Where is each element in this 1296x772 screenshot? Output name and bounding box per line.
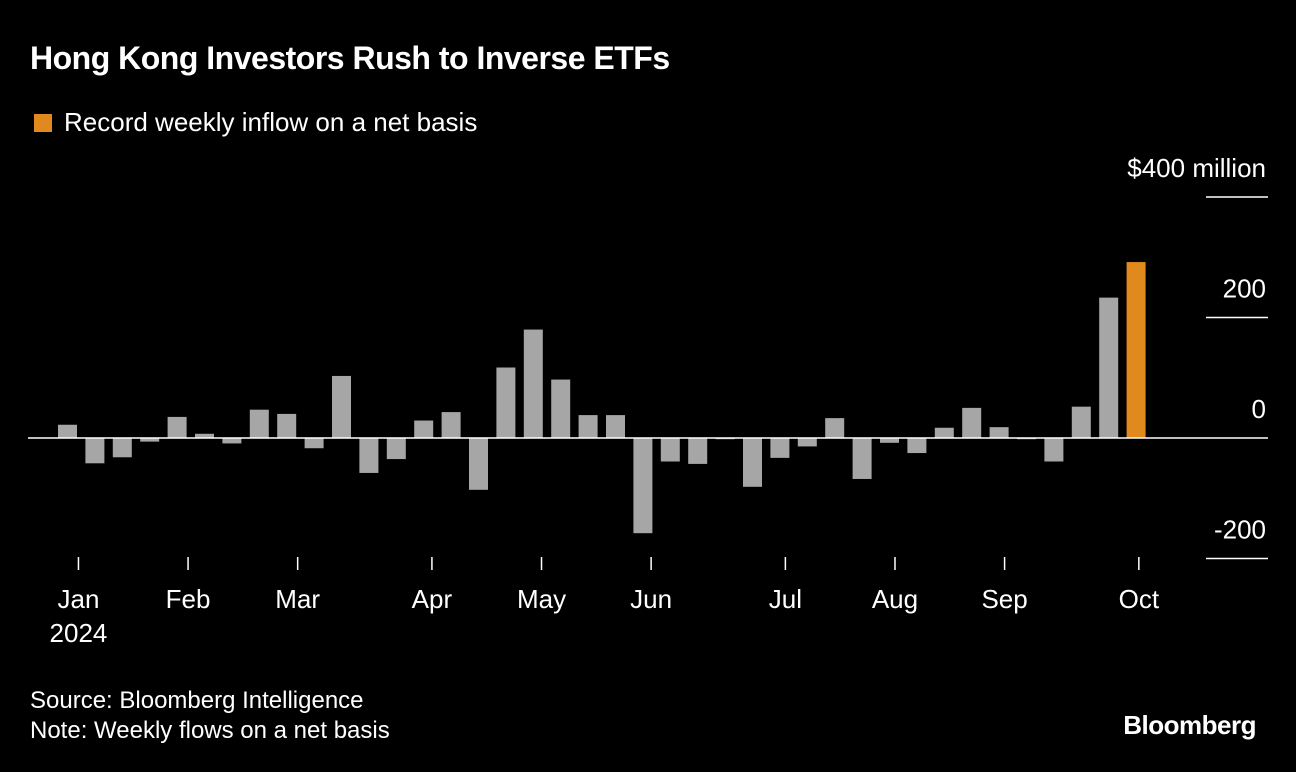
bar-13 bbox=[414, 420, 434, 438]
source-note: Source: Bloomberg Intelligence bbox=[30, 687, 364, 714]
bar-16 bbox=[496, 367, 516, 438]
bar-39 bbox=[1126, 262, 1146, 438]
bar-15 bbox=[469, 438, 488, 490]
bar-1 bbox=[85, 438, 105, 464]
bar-29 bbox=[852, 438, 872, 479]
y-tick-label-3: -200 bbox=[1214, 515, 1266, 545]
bar-20 bbox=[606, 415, 625, 438]
bar-19 bbox=[578, 415, 598, 438]
bar-2 bbox=[112, 438, 132, 458]
bar-23 bbox=[688, 438, 708, 464]
footer: Source: Bloomberg Intelligence Note: Wee… bbox=[30, 686, 390, 746]
bar-17 bbox=[523, 329, 543, 438]
bar-0 bbox=[58, 424, 77, 438]
bar-9 bbox=[304, 438, 324, 449]
bar-5 bbox=[195, 433, 214, 438]
bar-26 bbox=[770, 438, 790, 458]
y-tick-label-1: 200 bbox=[1223, 274, 1266, 304]
bar-31 bbox=[907, 438, 927, 454]
x-tick-label-0: Jan bbox=[57, 584, 99, 614]
bar-10 bbox=[332, 375, 351, 438]
legend: Record weekly inflow on a net basis bbox=[34, 107, 477, 138]
x-tick-label-5: Jun bbox=[630, 584, 672, 614]
bar-22 bbox=[660, 438, 680, 462]
y-tick-label-0: $400 million bbox=[1127, 153, 1266, 183]
x-tick-label-3: Apr bbox=[412, 584, 453, 614]
x-tick-label-1: Feb bbox=[166, 584, 211, 614]
y-tick-label-2: 0 bbox=[1252, 394, 1266, 424]
bar-36 bbox=[1044, 438, 1064, 462]
legend-label: Record weekly inflow on a net basis bbox=[64, 107, 478, 137]
x-tick-label-8: Sep bbox=[981, 584, 1027, 614]
bar-12 bbox=[386, 438, 406, 460]
bar-38 bbox=[1099, 297, 1119, 438]
x-tick-label-2: Mar bbox=[275, 584, 320, 614]
bar-28 bbox=[825, 418, 845, 438]
bar-3 bbox=[140, 438, 160, 442]
bar-34 bbox=[989, 427, 1009, 438]
x-tick-label-6: Jul bbox=[769, 584, 802, 614]
bar-32 bbox=[934, 427, 954, 438]
bar-21 bbox=[633, 438, 653, 534]
bar-14 bbox=[441, 412, 461, 438]
x-tick-label-4: May bbox=[517, 584, 566, 614]
x-tick-label-7: Aug bbox=[872, 584, 918, 614]
bloomberg-logo: Bloomberg bbox=[1123, 710, 1256, 740]
bar-27 bbox=[797, 438, 817, 447]
bar-18 bbox=[551, 379, 571, 438]
bar-37 bbox=[1071, 406, 1091, 438]
bar-25 bbox=[743, 438, 762, 487]
bar-11 bbox=[359, 438, 379, 473]
legend-swatch bbox=[34, 113, 52, 132]
chart-title: Hong Kong Investors Rush to Inverse ETFs bbox=[30, 40, 670, 76]
footnote: Note: Weekly flows on a net basis bbox=[30, 717, 390, 744]
x-tick-sublabel-0: 2024 bbox=[50, 618, 108, 648]
bar-7 bbox=[249, 409, 269, 438]
bar-8 bbox=[277, 413, 297, 438]
bar-33 bbox=[962, 407, 982, 438]
bar-6 bbox=[222, 438, 242, 444]
x-tick-label-9: Oct bbox=[1119, 584, 1160, 614]
bar-30 bbox=[880, 438, 899, 443]
bar-4 bbox=[167, 416, 187, 438]
